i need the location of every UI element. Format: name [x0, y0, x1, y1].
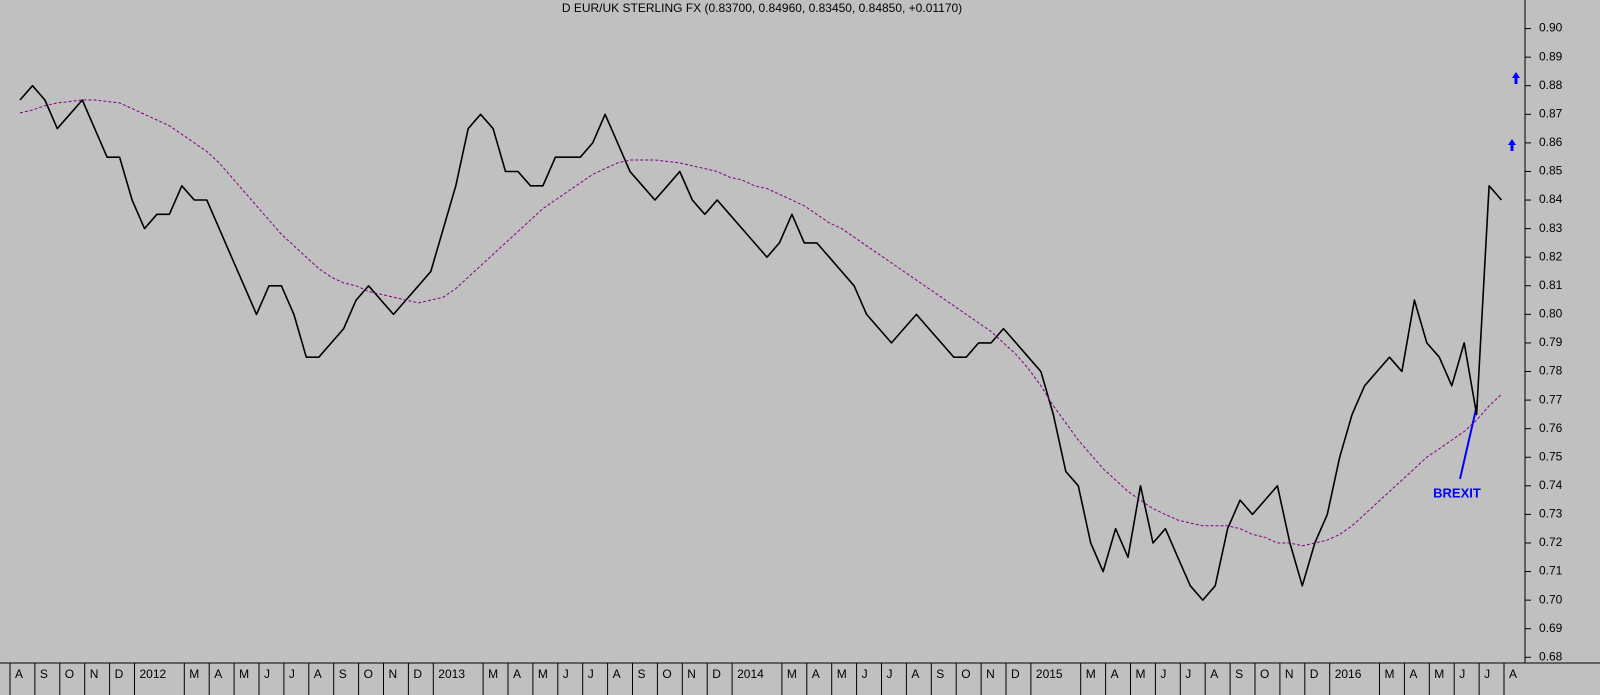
x-tick-label: J [1459, 667, 1465, 681]
x-tick-label: A [15, 667, 23, 681]
x-tick-label: A [1509, 667, 1517, 681]
y-tick-label: 0.87 [1539, 106, 1563, 120]
x-tick-label: J [862, 667, 868, 681]
x-tick-label: M [1136, 667, 1146, 681]
arrow-up [1508, 139, 1516, 151]
x-tick-label: 2013 [438, 667, 465, 681]
x-tick-label: A [1409, 667, 1417, 681]
y-tick-label: 0.72 [1539, 535, 1563, 549]
x-tick-label: O [65, 667, 74, 681]
x-tick-label: M [239, 667, 249, 681]
x-tick-label: O [364, 667, 373, 681]
x-tick-label: M [1086, 667, 1096, 681]
series-line [19, 99, 1502, 547]
x-tick-label: S [1235, 667, 1243, 681]
x-tick-label: S [936, 667, 944, 681]
chart-title: D EUR/UK STERLING FX (0.83700, 0.84960, … [562, 1, 962, 15]
y-tick-label: 0.73 [1539, 507, 1563, 521]
y-tick-label: 0.85 [1539, 164, 1563, 178]
y-tick-label: 0.90 [1539, 21, 1563, 35]
x-tick-label: A [613, 667, 621, 681]
x-tick-label: 2016 [1335, 667, 1362, 681]
x-tick-label: J [588, 667, 594, 681]
x-tick-label: S [638, 667, 646, 681]
x-tick-label: D [1011, 667, 1020, 681]
x-tick-label: N [1285, 667, 1294, 681]
x-tick-label: 2014 [737, 667, 764, 681]
x-tick-label: D [1310, 667, 1319, 681]
x-tick-label: M [1385, 667, 1395, 681]
y-tick-label: 0.82 [1539, 249, 1563, 263]
x-tick-label: N [389, 667, 398, 681]
x-tick-label: A [214, 667, 222, 681]
x-tick-label: J [264, 667, 270, 681]
y-tick-label: 0.77 [1539, 392, 1563, 406]
x-tick-label: M [189, 667, 199, 681]
x-tick-label: M [787, 667, 797, 681]
x-tick-label: M [837, 667, 847, 681]
x-tick-label: N [687, 667, 696, 681]
x-tick-label: D [115, 667, 124, 681]
x-tick-label: S [339, 667, 347, 681]
x-tick-label: M [538, 667, 548, 681]
y-tick-label: 0.86 [1539, 135, 1563, 149]
arrow-up [1512, 72, 1520, 84]
x-tick-label: N [986, 667, 995, 681]
x-tick-label: J [887, 667, 893, 681]
y-tick-label: 0.69 [1539, 621, 1563, 635]
y-tick-label: 0.88 [1539, 78, 1563, 92]
x-tick-label: M [1434, 667, 1444, 681]
y-tick-label: 0.68 [1539, 649, 1563, 663]
y-tick-label: 0.79 [1539, 335, 1563, 349]
x-tick-label: S [40, 667, 48, 681]
x-tick-label: A [911, 667, 919, 681]
y-tick-label: 0.80 [1539, 307, 1563, 321]
x-tick-label: A [513, 667, 521, 681]
x-tick-label: J [1185, 667, 1191, 681]
x-tick-label: A [1210, 667, 1218, 681]
y-tick-label: 0.74 [1539, 478, 1563, 492]
x-tick-label: M [488, 667, 498, 681]
y-tick-label: 0.76 [1539, 421, 1563, 435]
x-tick-label: 2012 [140, 667, 167, 681]
x-tick-label: A [812, 667, 820, 681]
x-tick-label: N [90, 667, 99, 681]
x-tick-label: O [662, 667, 671, 681]
y-tick-label: 0.81 [1539, 278, 1563, 292]
x-tick-label: J [1484, 667, 1490, 681]
y-tick-label: 0.83 [1539, 221, 1563, 235]
x-tick-label: A [314, 667, 322, 681]
x-tick-label: D [413, 667, 422, 681]
y-tick-label: 0.71 [1539, 564, 1563, 578]
x-tick-label: O [1260, 667, 1269, 681]
annotation: BREXIT [1433, 485, 1481, 500]
series-line [19, 84, 1503, 601]
y-tick-label: 0.75 [1539, 449, 1563, 463]
x-tick-label: O [961, 667, 970, 681]
y-tick-label: 0.89 [1539, 49, 1563, 63]
y-tick-label: 0.70 [1539, 592, 1563, 606]
y-tick-label: 0.84 [1539, 192, 1563, 206]
x-tick-label: A [1111, 667, 1119, 681]
y-tick-label: 0.78 [1539, 364, 1563, 378]
x-tick-label: J [289, 667, 295, 681]
annotation-pointer [1459, 404, 1478, 480]
x-tick-label: J [563, 667, 569, 681]
x-tick-label: J [1160, 667, 1166, 681]
x-tick-label: D [712, 667, 721, 681]
x-tick-label: 2015 [1036, 667, 1063, 681]
